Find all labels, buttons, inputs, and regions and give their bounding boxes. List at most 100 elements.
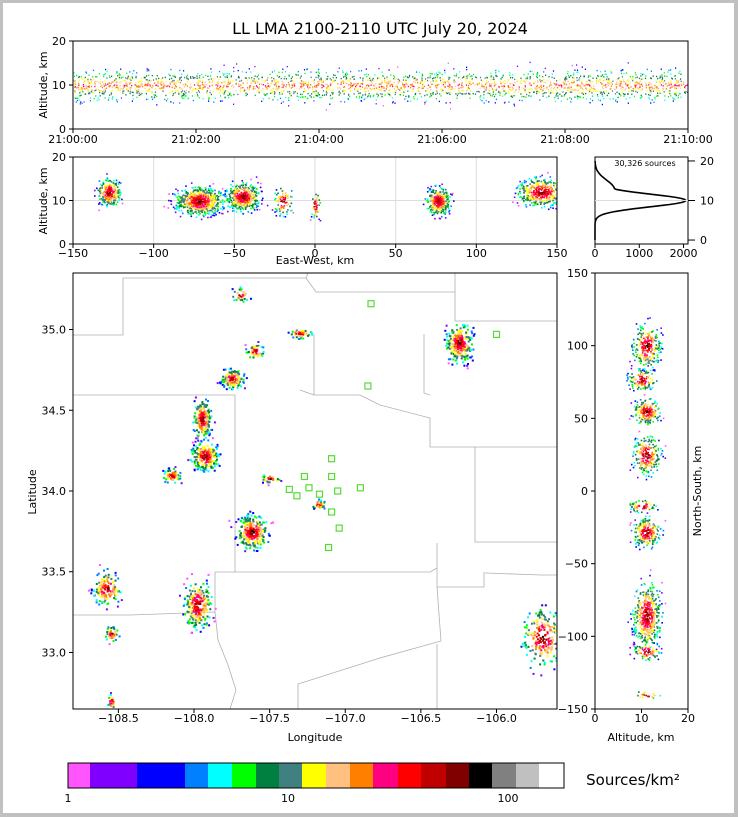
time-source-point [375,83,377,85]
plan-source-point [464,357,467,360]
time-source-point [145,84,147,86]
ew-source-point [439,196,442,199]
time-source-point [118,74,120,76]
time-source-point [648,98,651,100]
ew-source-point [213,196,216,199]
ew-source-point [547,193,550,196]
time-source-point [306,68,308,71]
time-source-point [102,74,104,76]
time-source-point [138,94,140,96]
time-source-point [296,77,298,80]
ew-source-point [442,197,445,200]
time-source-point [511,95,513,97]
time-source-point [181,73,183,75]
time-source-point [667,82,669,84]
ew-source-point [520,184,523,187]
time-source-point [444,69,446,72]
time-source-point [331,91,333,94]
time-source-point [367,73,370,76]
time-source-point [219,70,221,73]
time-source-point [186,74,188,76]
ew-source-point [208,212,210,214]
time-source-point [223,81,225,83]
time-source-point [151,96,153,98]
ew-source-point [218,190,220,193]
time-source-point [625,83,627,85]
time-source-point [210,78,212,80]
time-source-point [141,92,143,95]
hist-ytick-label: 0 [700,234,707,247]
ew-source-point [250,207,252,210]
time-source-point [169,81,171,84]
time-source-point [624,93,626,95]
ew-source-point [534,187,536,190]
ew-source-point [236,188,239,191]
ew-source-point [516,202,519,204]
time-source-point [525,96,527,98]
plan-source-point [468,337,471,340]
time-source-point [228,73,230,75]
ew-source-point [526,195,528,198]
time-source-point [435,98,437,100]
ew-source-point [188,195,190,198]
time-source-point [117,75,119,77]
ew-source-point [258,201,260,204]
time-source-point [217,85,219,87]
time-source-point [200,77,202,80]
ew-source-point [220,201,222,203]
ew-source-point [107,189,110,192]
ew-source-point [282,206,285,209]
ew-source-point [107,180,110,182]
time-source-point [179,77,181,79]
time-source-point [469,75,471,78]
time-source-point [453,74,455,77]
time-source-point [610,88,612,90]
time-source-point [406,76,408,78]
ew-source-point [200,206,203,208]
time-source-point [524,89,526,91]
time-source-point [460,78,462,81]
plan-source-point [463,324,466,326]
time-source-point [631,93,633,95]
ew-source-point [109,190,111,192]
time-source-point [438,71,440,73]
time-source-point [591,91,593,93]
time-source-point [597,99,599,101]
time-source-point [554,83,556,85]
ew-source-point [247,195,249,198]
time-source-point [125,81,127,83]
ew-source-point [100,192,103,194]
ew-source-point [526,194,528,196]
time-source-point [404,86,406,88]
time-source-point [487,81,490,83]
time-source-point [102,89,104,91]
ew-source-point [243,197,245,200]
time-source-point [364,93,367,95]
time-source-point [569,82,571,85]
time-source-point [272,99,274,101]
ew-source-point [221,187,224,190]
time-source-point [127,90,129,92]
time-source-point [544,67,546,70]
time-source-point [267,82,269,85]
time-source-point [193,88,195,90]
ew-source-point [254,191,256,193]
ew-source-point [224,190,227,192]
time-source-point [554,96,556,99]
time-source-point [677,81,679,84]
plan-source-point [453,355,456,358]
ew-source-point [552,196,554,199]
ew-source-point [106,188,109,191]
time-source-point [138,89,140,91]
ew-source-point [109,200,112,203]
time-source-point [610,81,612,84]
ew-source-point [439,201,441,203]
time-source-point [667,96,670,98]
time-source-point [163,82,165,85]
time-source-point [480,79,482,81]
time-source-point [168,73,170,75]
time-source-point [582,89,584,92]
time-source-point [235,82,237,84]
time-source-point [266,93,268,95]
time-source-point [113,84,115,87]
